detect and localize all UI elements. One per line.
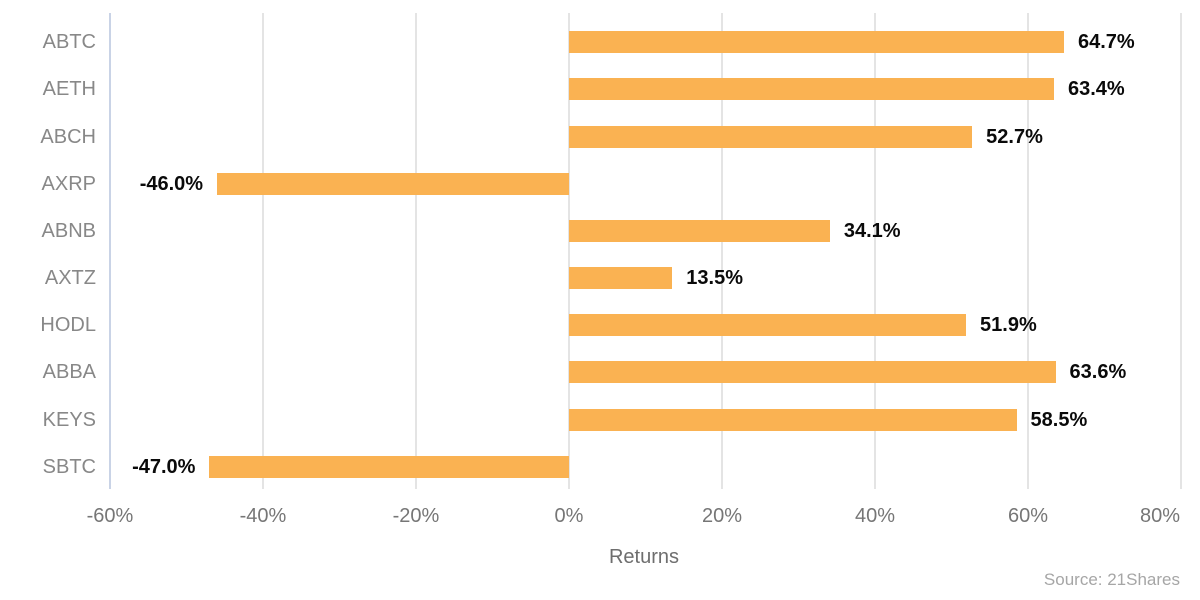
value-label-keys: 58.5%: [1030, 408, 1088, 431]
category-label-keys: KEYS: [42, 408, 96, 431]
x-tick-label: 40%: [854, 505, 896, 527]
value-label-axrp: -46.0%: [139, 172, 204, 195]
source-attribution: Source: 21Shares: [1043, 570, 1180, 589]
bar-axtz: [569, 267, 673, 290]
value-label-abch: 52.7%: [986, 125, 1043, 148]
gridline-20%: [721, 13, 723, 489]
gridline-80%: [1180, 13, 1182, 489]
bar-axrp: [217, 172, 569, 195]
category-label-abch: ABCH: [40, 125, 96, 148]
category-label-abtc: ABTC: [42, 31, 96, 54]
bar-abba: [569, 361, 1056, 384]
bar-keys: [569, 408, 1017, 431]
value-label-abnb: 34.1%: [843, 219, 901, 242]
gridline-60%: [1027, 13, 1029, 489]
x-tick-label: 20%: [701, 505, 743, 527]
value-label-hodl: 51.9%: [980, 314, 1037, 337]
bar-abtc: [569, 31, 1064, 54]
gridline-40%: [874, 13, 876, 489]
bar-sbtc: [209, 455, 569, 478]
x-tick-label: 0%: [554, 505, 584, 527]
x-axis-title: Returns: [608, 546, 680, 568]
value-label-aeth: 63.4%: [1068, 78, 1125, 101]
x-tick-label: -60%: [86, 505, 134, 527]
x-tick-label: 60%: [1007, 505, 1049, 527]
category-label-abba: ABBA: [42, 361, 96, 384]
bar-abch: [569, 125, 973, 148]
category-label-sbtc: SBTC: [42, 455, 96, 478]
bar-abnb: [569, 219, 830, 242]
gridline--40%: [262, 13, 264, 489]
x-tick-label: 80%: [1139, 505, 1181, 527]
category-label-axtz: AXTZ: [44, 267, 96, 290]
category-label-abnb: ABNB: [41, 219, 96, 242]
x-tick-label: -20%: [392, 505, 440, 527]
value-label-axtz: 13.5%: [686, 267, 743, 290]
category-label-axrp: AXRP: [41, 172, 96, 195]
x-tick-label: -40%: [239, 505, 287, 527]
gridline-0%: [568, 13, 570, 489]
y-axis-line: [109, 13, 111, 489]
gridline--20%: [415, 13, 417, 489]
category-label-aeth: AETH: [42, 78, 96, 101]
value-label-abtc: 64.7%: [1077, 31, 1135, 54]
bar-hodl: [569, 314, 967, 337]
value-label-sbtc: -47.0%: [132, 455, 196, 478]
value-label-abba: 63.6%: [1069, 361, 1127, 384]
bar-aeth: [569, 78, 1054, 101]
category-label-hodl: HODL: [40, 314, 96, 337]
